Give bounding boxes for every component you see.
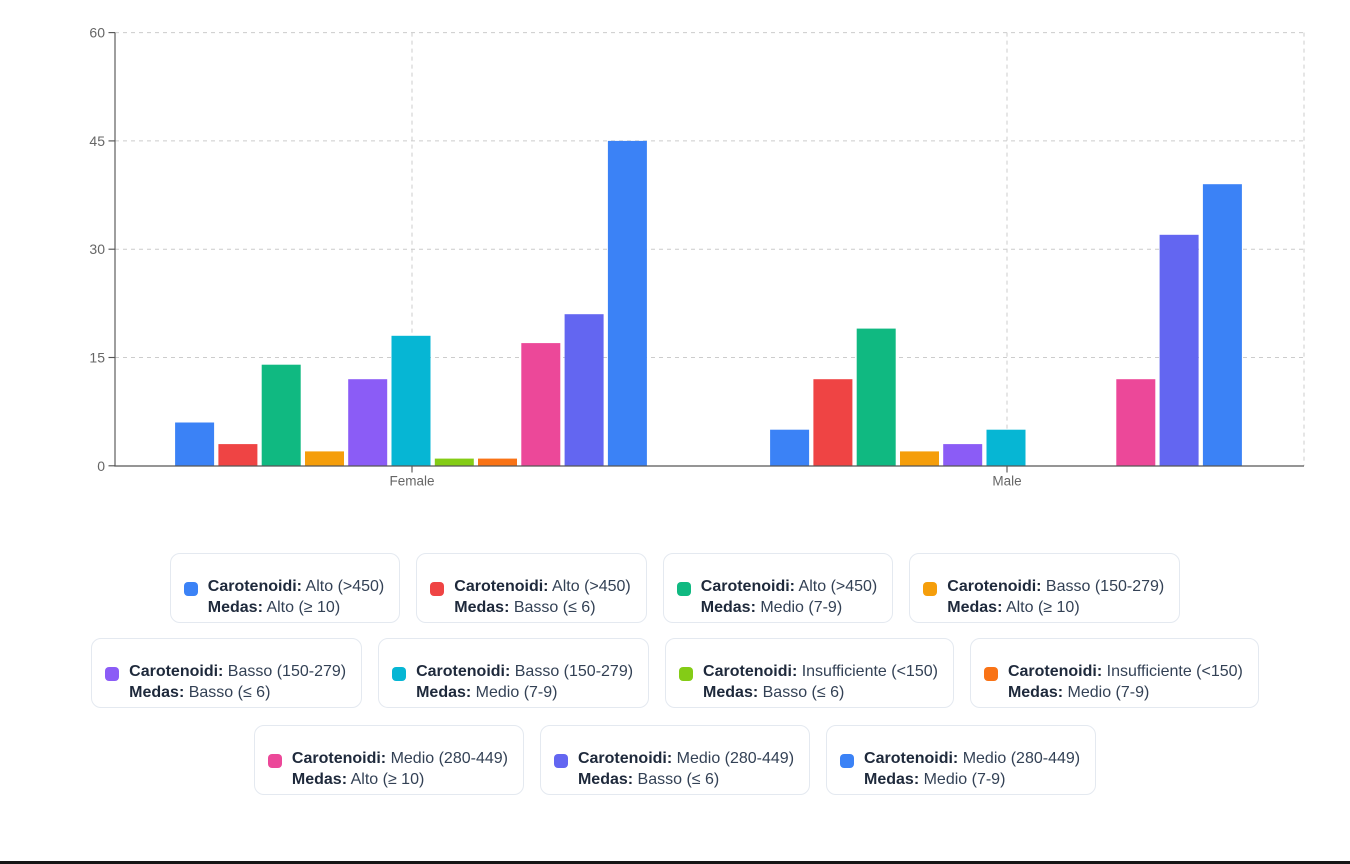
svg-text:60: 60 <box>89 25 105 41</box>
svg-text:15: 15 <box>89 350 105 366</box>
svg-text:45: 45 <box>89 133 105 149</box>
svg-text:0: 0 <box>97 458 105 474</box>
svg-text:30: 30 <box>89 241 105 257</box>
svg-text:Male: Male <box>992 474 1021 489</box>
svg-text:Female: Female <box>389 474 434 489</box>
